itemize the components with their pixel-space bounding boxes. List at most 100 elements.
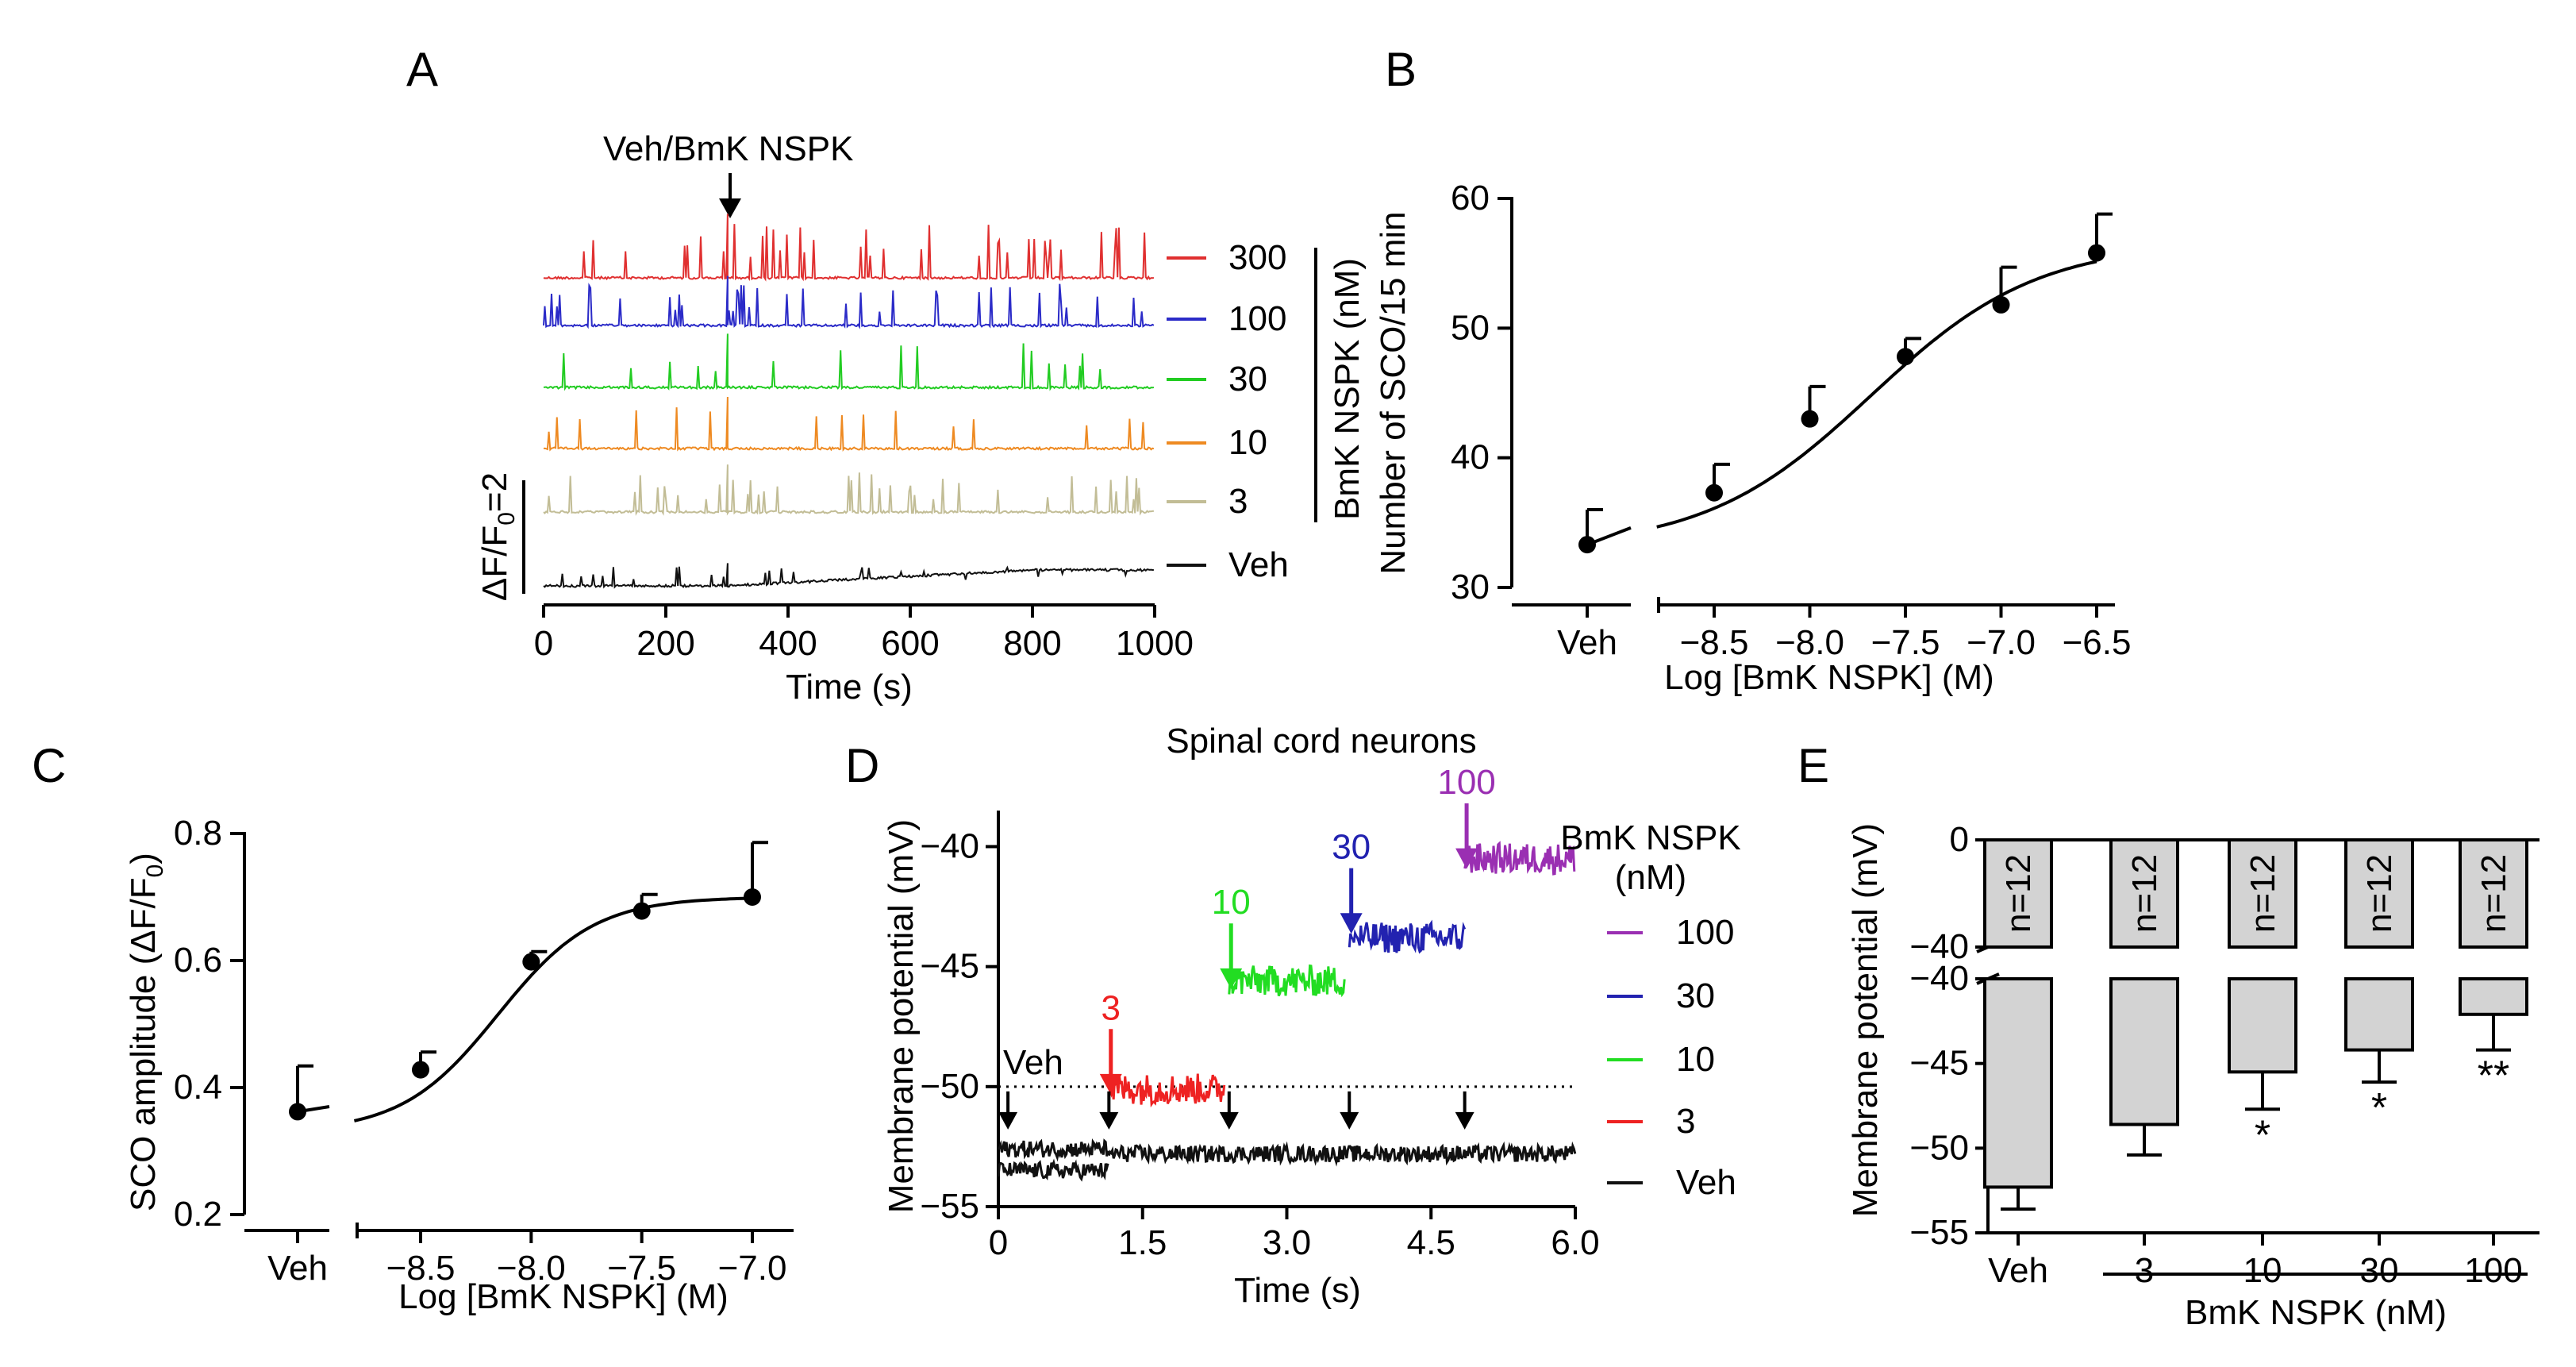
y-tick-label: 50 <box>1451 308 1490 347</box>
y-tick-label: 0.6 <box>174 941 222 980</box>
n-label-30: n=12 <box>2360 854 2399 933</box>
group-label: BmK NSPK (nM) <box>1328 258 1367 520</box>
x-tick-label: −7.5 <box>607 1249 676 1288</box>
x-tick-label: −8.0 <box>497 1249 566 1288</box>
x-tick-label: −8.5 <box>386 1249 456 1288</box>
x-tick-label-d: 4.5 <box>1407 1223 1455 1262</box>
x-tick-label-a: 600 <box>881 624 939 663</box>
bar-lower-100 <box>2459 977 2528 1016</box>
x-tick-label-a: 200 <box>636 624 694 663</box>
data-point-veh <box>1578 536 1596 554</box>
x-tick-label-100: 100 <box>2464 1251 2522 1290</box>
legend-label-300: 300 <box>1228 238 1286 277</box>
x-tick-label-Veh: Veh <box>1988 1251 2048 1290</box>
trace-legend: 300 100 30 10 3 Veh <box>1167 238 1289 584</box>
y-tick-label-lower: −55 <box>1909 1213 1969 1252</box>
y-tick-label: 0.2 <box>174 1195 222 1234</box>
trace-30 <box>543 333 1155 391</box>
y-tick-label-d: −45 <box>920 947 979 986</box>
bar-upper-100 <box>2459 838 2528 949</box>
dose-response-sco-count: 30 40 50 60 Veh −8.5 −8.0 −7.5 −7.0 −6.5 <box>1451 179 2131 662</box>
application-arrow-icon <box>1219 1111 1239 1130</box>
veh-trace-0 <box>997 1138 1109 1162</box>
x-tick-label-d: 3.0 <box>1263 1223 1311 1262</box>
n-label-100: n=12 <box>2474 854 2513 933</box>
legend-label-10: 10 <box>1676 1040 1715 1079</box>
x-tick-label-a: 1000 <box>1116 624 1194 663</box>
trace-3nm <box>1107 1073 1226 1108</box>
fit-curve <box>353 896 753 1122</box>
y-axis-label-e: Membrane potential (mV) <box>1846 823 1885 1217</box>
x-tick-label-veh: Veh <box>267 1249 328 1288</box>
x-tick-label-d: 0 <box>989 1223 1008 1262</box>
x-tick-label-veh: Veh <box>1557 623 1617 662</box>
x-ticks-a: 0 200 400 600 800 1000 <box>534 605 1194 663</box>
x-tick-label-10: 10 <box>2243 1251 2282 1290</box>
panel-d: Spinal cord neurons −55 −50 −45 −40 0 1.5 3.0 4… <box>882 722 1741 1310</box>
x-tick-label-a: 800 <box>1003 624 1061 663</box>
x-tick-label-a: 0 <box>534 624 553 663</box>
significance-10: * <box>2255 1112 2270 1158</box>
y-axis-label-b: Number of SCO/15 min <box>1374 211 1413 574</box>
trace-Veh <box>543 563 1154 589</box>
data-point <box>2088 244 2105 262</box>
x-tick-label: −7.0 <box>1967 623 2036 662</box>
y-axis-label-c: SCO amplitude (ΔF/F0) <box>124 853 168 1211</box>
bar-upper-10 <box>2228 838 2297 949</box>
membrane-potential-traces: −55 −50 −45 −40 0 1.5 3.0 4.5 6.0 Veh 100 30 10 3 <box>920 763 1599 1262</box>
panel-label-b: B <box>1385 43 1417 96</box>
dose-arrow-icon-10 <box>1220 968 1243 989</box>
trace-30nm <box>1348 919 1467 954</box>
dose-arrow-icon-30 <box>1340 913 1363 934</box>
application-arrow-icon <box>1455 1111 1474 1130</box>
y-tick-label: 30 <box>1451 568 1490 606</box>
y-tick-label: 60 <box>1451 179 1490 218</box>
membrane-potential-bars: −40 0 −55 −50 −45 −40 n=12 Veh n=12 3 n=12 * 10 n=12 *… <box>1909 820 2539 1290</box>
x-tick-label-a: 400 <box>759 624 817 663</box>
dose-label-30: 30 <box>1332 828 1371 867</box>
panel-b: 30 40 50 60 Veh −8.5 −8.0 −7.5 −7.0 −6.5 Number o… <box>1374 179 2131 697</box>
legend-label-100: 100 <box>1228 299 1286 338</box>
x-tick-label: −7.0 <box>718 1249 787 1288</box>
veh-trace-2 <box>1107 1141 1577 1167</box>
trace-100nm <box>1463 841 1576 876</box>
y-tick-label-d: −55 <box>920 1187 979 1226</box>
y-tick-label-d: −50 <box>920 1067 979 1106</box>
legend-title-d: BmK NSPK <box>1560 818 1740 857</box>
dose-label-3: 3 <box>1102 988 1121 1027</box>
bar-upper-Veh <box>1983 838 2053 949</box>
stimulus-arrow-icon <box>719 198 741 218</box>
y-tick-label: 0.8 <box>174 814 222 853</box>
y-axis-label-d: Membrane potential (mV) <box>882 819 921 1213</box>
legend-label-10: 10 <box>1228 423 1267 462</box>
veh-trace-1 <box>997 1158 1109 1182</box>
y-tick-label-lower: −45 <box>1909 1044 1969 1083</box>
significance-100: ** <box>2478 1053 2509 1099</box>
legend-label-100: 100 <box>1676 913 1734 952</box>
panel-label-c: C <box>32 739 66 792</box>
dose-label-100: 100 <box>1437 763 1495 802</box>
n-label-Veh: n=12 <box>1999 854 2038 933</box>
n-label-3: n=12 <box>2125 854 2164 933</box>
x-axis-label-d: Time (s) <box>1234 1271 1361 1310</box>
panel-label-e: E <box>1797 739 1829 792</box>
y-tick-label: 0.4 <box>174 1068 222 1107</box>
legend-label-Veh: Veh <box>1676 1163 1736 1202</box>
x-tick-label: −8.5 <box>1680 623 1749 662</box>
legend-label-3: 3 <box>1676 1102 1695 1141</box>
x-axis-label-c: Log [BmK NSPK] (M) <box>398 1277 729 1316</box>
x-tick-label: −8.0 <box>1775 623 1844 662</box>
x-tick-label-3: 3 <box>2135 1251 2154 1290</box>
scale-bar-label: ΔF/F0=2 <box>475 472 520 601</box>
panel-label-a: A <box>406 43 438 96</box>
x-tick-label: −6.5 <box>2063 623 2132 662</box>
trace-10nm <box>1228 964 1346 998</box>
y-tick-label-lower: −50 <box>1909 1128 1969 1167</box>
bar-upper-3 <box>2109 838 2179 949</box>
y-tick-label-lower: −40 <box>1909 959 1969 998</box>
x-axis-label-b: Log [BmK NSPK] (M) <box>1664 658 1994 697</box>
bar-lower-30 <box>2344 977 2414 1052</box>
y-tick-label: 40 <box>1451 438 1490 477</box>
bar-lower-Veh <box>1983 977 2053 1189</box>
